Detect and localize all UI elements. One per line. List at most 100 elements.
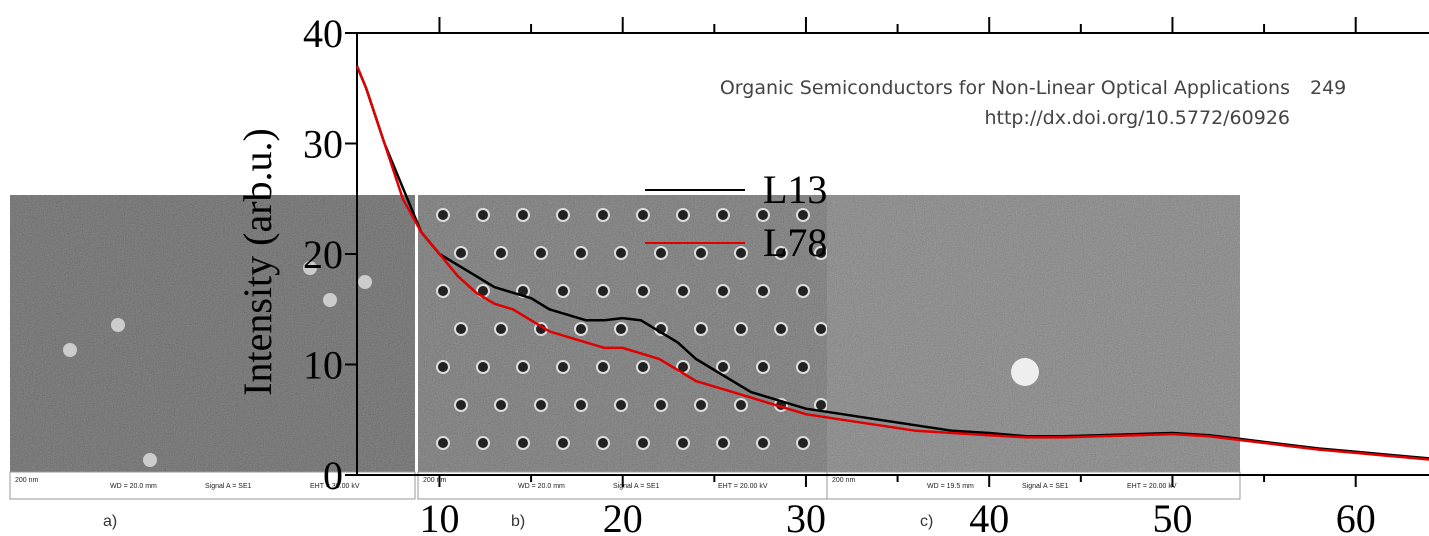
sem-noise [827, 195, 1240, 472]
pore [614, 398, 628, 412]
pore [756, 208, 770, 222]
pore [636, 284, 650, 298]
pore [796, 284, 810, 298]
pore [556, 284, 570, 298]
pore [636, 208, 650, 222]
x-tick-label: 20 [603, 496, 643, 536]
pore [476, 436, 490, 450]
sem-images: 200 nm WD = 20.0 mm Signal A = SE1 EHT = 30… [9, 195, 1241, 530]
y-tick-label: 40 [303, 11, 343, 56]
eht-label: EHT = 20.00 kV [718, 483, 768, 490]
header-title: Organic Semiconductors for Non-Linear Op… [720, 77, 1290, 99]
pore [716, 360, 730, 374]
pore [494, 398, 508, 412]
panel-label: b) [511, 513, 525, 530]
pore [436, 360, 450, 374]
pore [614, 322, 628, 336]
pore [596, 360, 610, 374]
pore [476, 360, 490, 374]
wd-label: WD = 19.5 mm [927, 483, 974, 490]
y-tick-label: 30 [303, 122, 343, 167]
signal-label: Signal A = SE1 [613, 483, 660, 490]
y-tick-label: 20 [303, 232, 343, 277]
info-bar [826, 471, 1241, 500]
pore [654, 398, 668, 412]
pore [556, 360, 570, 374]
pore [596, 208, 610, 222]
panel-label: a) [103, 513, 117, 530]
pore [436, 208, 450, 222]
signal-label: Signal A = SE1 [205, 483, 252, 490]
legend-label: L78 [763, 220, 827, 265]
pore [556, 208, 570, 222]
sem-noise [10, 195, 415, 472]
wd-label: WD = 20.0 mm [518, 483, 565, 490]
eht-label: EHT = 30.00 kV [310, 483, 360, 490]
pore [756, 360, 770, 374]
pore [596, 436, 610, 450]
doi: http://dx.doi.org/10.5772/60926 [984, 107, 1290, 129]
pore [814, 322, 828, 336]
pore [676, 284, 690, 298]
pore [734, 322, 748, 336]
panel-label: c) [920, 513, 933, 530]
x-tick-label: 60 [1336, 496, 1376, 536]
page-number: 249 [1310, 77, 1346, 99]
pore [676, 436, 690, 450]
y-axis-label: Intensity (arb.u.) [235, 128, 280, 396]
signal-label: Signal A = SE1 [1022, 483, 1069, 490]
particle [323, 293, 337, 307]
pore [454, 398, 468, 412]
pore [676, 208, 690, 222]
pore [774, 322, 788, 336]
pore [436, 284, 450, 298]
particle [111, 318, 125, 332]
pore [454, 246, 468, 260]
info-bar [9, 471, 416, 500]
pore [694, 322, 708, 336]
pore [596, 284, 610, 298]
pore [574, 398, 588, 412]
pore [716, 436, 730, 450]
pore [534, 398, 548, 412]
pore [636, 360, 650, 374]
pore [756, 436, 770, 450]
x-tick-label: 40 [969, 496, 1009, 536]
pore [716, 284, 730, 298]
pore [716, 208, 730, 222]
pore [516, 436, 530, 450]
scale-label: 200 nm [15, 477, 39, 484]
particle [143, 453, 157, 467]
pore [796, 360, 810, 374]
pore [734, 246, 748, 260]
particle [358, 275, 372, 289]
pore [534, 246, 548, 260]
wd-label: WD = 20.0 mm [110, 483, 157, 490]
pore [494, 246, 508, 260]
pore [734, 398, 748, 412]
pore [516, 360, 530, 374]
pore [476, 208, 490, 222]
eht-label: EHT = 20.00 kV [1127, 483, 1177, 490]
x-tick-label: 10 [419, 496, 459, 536]
pore [654, 246, 668, 260]
x-tick-label: 50 [1152, 496, 1192, 536]
pore [494, 322, 508, 336]
scale-label: 200 nm [832, 477, 856, 484]
pore [756, 284, 770, 298]
series-line [355, 65, 1429, 461]
pore [516, 208, 530, 222]
pore [556, 436, 570, 450]
particle [1011, 358, 1039, 386]
y-tick-label: 0 [323, 453, 343, 498]
pore [774, 246, 788, 260]
pore [454, 322, 468, 336]
pore [694, 398, 708, 412]
particle [63, 343, 77, 357]
pore [636, 436, 650, 450]
pore [694, 246, 708, 260]
pore [614, 246, 628, 260]
legend-label: L13 [763, 167, 827, 212]
x-tick-label: 30 [786, 496, 826, 536]
